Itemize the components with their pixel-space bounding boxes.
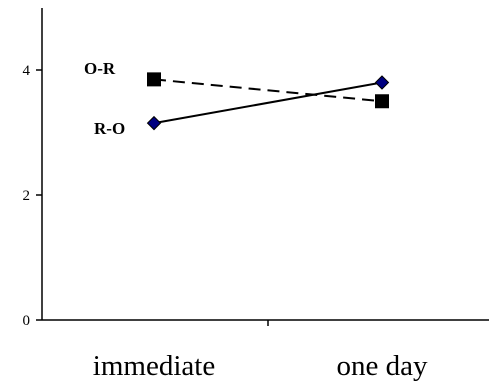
data-point-o-r-one-day	[375, 94, 389, 109]
x-axis: immediate one day	[42, 319, 489, 382]
series-line-r-o	[153, 81, 383, 125]
data-point-o-r-immediate	[147, 72, 161, 87]
y-tick-label-0: 0	[23, 313, 31, 329]
data-point-r-o-immediate	[146, 115, 162, 131]
x-category-label-one-day: one day	[337, 350, 428, 382]
series-label-r-o: R-O	[94, 119, 125, 138]
y-axis: 0 2 4	[23, 8, 43, 329]
series-line-o-r	[153, 78, 383, 103]
series-layer	[146, 72, 390, 131]
x-category-label-immediate: immediate	[93, 350, 215, 382]
data-point-r-o-one-day	[374, 75, 390, 90]
y-tick-label-2: 2	[23, 188, 31, 204]
series-label-o-r: O-R	[84, 59, 116, 78]
y-tick-label-4: 4	[23, 63, 31, 79]
